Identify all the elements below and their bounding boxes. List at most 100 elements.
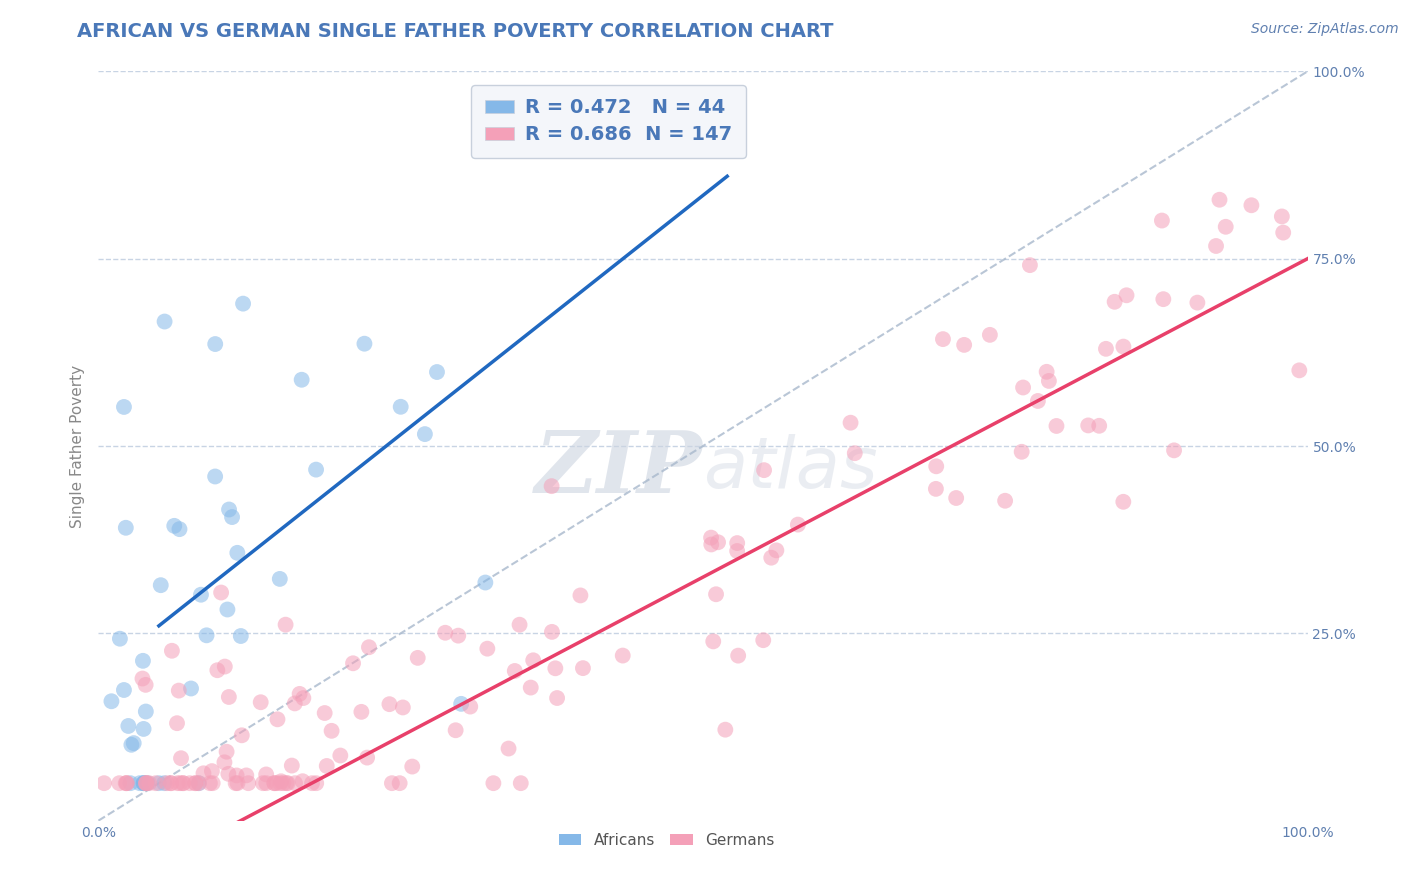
Point bbox=[979, 327, 1001, 342]
Point bbox=[1240, 198, 1263, 212]
Point bbox=[148, 776, 170, 790]
Point bbox=[1272, 226, 1295, 240]
Point bbox=[132, 722, 155, 736]
Point bbox=[226, 546, 249, 560]
Point bbox=[1163, 443, 1185, 458]
Point bbox=[114, 521, 136, 535]
Point bbox=[357, 640, 380, 655]
Point bbox=[392, 700, 415, 714]
Point bbox=[170, 751, 193, 765]
Point bbox=[321, 723, 343, 738]
Point bbox=[226, 776, 249, 790]
Point bbox=[269, 572, 291, 586]
Point bbox=[204, 337, 226, 351]
Point bbox=[509, 617, 531, 632]
Point bbox=[700, 537, 723, 551]
Point bbox=[136, 776, 159, 790]
Point bbox=[135, 705, 157, 719]
Point bbox=[231, 728, 253, 742]
Point bbox=[193, 766, 215, 780]
Point bbox=[1019, 258, 1042, 272]
Text: AFRICAN VS GERMAN SINGLE FATHER POVERTY CORRELATION CHART: AFRICAN VS GERMAN SINGLE FATHER POVERTY … bbox=[77, 22, 834, 41]
Point bbox=[270, 774, 292, 789]
Point bbox=[201, 776, 224, 790]
Point bbox=[184, 776, 207, 790]
Point bbox=[434, 625, 457, 640]
Point bbox=[214, 659, 236, 673]
Point bbox=[284, 697, 307, 711]
Point bbox=[284, 776, 307, 790]
Point bbox=[249, 695, 271, 709]
Point bbox=[727, 648, 749, 663]
Point bbox=[217, 766, 239, 780]
Point bbox=[112, 683, 135, 698]
Point bbox=[406, 651, 429, 665]
Point bbox=[235, 768, 257, 782]
Point bbox=[315, 759, 337, 773]
Point bbox=[238, 776, 260, 790]
Point bbox=[925, 459, 948, 474]
Point bbox=[100, 694, 122, 708]
Point bbox=[167, 683, 190, 698]
Point bbox=[541, 624, 564, 639]
Point bbox=[131, 672, 153, 686]
Text: atlas: atlas bbox=[703, 434, 877, 503]
Point bbox=[172, 776, 194, 790]
Point bbox=[218, 690, 240, 704]
Point bbox=[426, 365, 449, 379]
Point bbox=[276, 776, 298, 790]
Point bbox=[160, 644, 183, 658]
Point bbox=[201, 764, 224, 778]
Point bbox=[700, 531, 723, 545]
Point bbox=[288, 687, 311, 701]
Y-axis label: Single Father Poverty: Single Father Poverty bbox=[69, 365, 84, 527]
Point bbox=[166, 776, 188, 790]
Point bbox=[844, 446, 866, 460]
Point bbox=[135, 776, 157, 790]
Point bbox=[498, 741, 520, 756]
Point bbox=[184, 776, 207, 790]
Point bbox=[207, 663, 229, 677]
Point bbox=[281, 758, 304, 772]
Point bbox=[153, 314, 176, 328]
Point bbox=[786, 517, 808, 532]
Point bbox=[1112, 495, 1135, 509]
Point bbox=[269, 776, 291, 790]
Point bbox=[839, 416, 862, 430]
Point bbox=[217, 602, 239, 616]
Point bbox=[1150, 213, 1173, 227]
Point bbox=[1112, 340, 1135, 354]
Point bbox=[291, 774, 314, 789]
Point bbox=[1205, 239, 1227, 253]
Point bbox=[509, 776, 531, 790]
Point bbox=[266, 712, 288, 726]
Point bbox=[225, 776, 247, 790]
Point bbox=[1035, 365, 1057, 379]
Point bbox=[356, 750, 378, 764]
Point bbox=[187, 776, 209, 790]
Point bbox=[198, 776, 221, 790]
Point bbox=[413, 427, 436, 442]
Point bbox=[266, 776, 288, 790]
Point bbox=[342, 657, 364, 671]
Point bbox=[1088, 418, 1111, 433]
Point bbox=[994, 493, 1017, 508]
Point bbox=[291, 373, 314, 387]
Point bbox=[519, 681, 541, 695]
Point bbox=[329, 748, 352, 763]
Point bbox=[305, 462, 328, 476]
Point bbox=[115, 776, 138, 790]
Point bbox=[108, 632, 131, 646]
Point bbox=[135, 776, 157, 790]
Point bbox=[128, 776, 150, 790]
Point bbox=[187, 776, 209, 790]
Point bbox=[221, 510, 243, 524]
Point bbox=[159, 776, 181, 790]
Point bbox=[145, 776, 167, 790]
Point bbox=[1011, 444, 1033, 458]
Point bbox=[1077, 418, 1099, 433]
Point bbox=[108, 776, 131, 790]
Legend: Africans, Germans: Africans, Germans bbox=[553, 827, 780, 855]
Point bbox=[450, 697, 472, 711]
Point bbox=[761, 550, 783, 565]
